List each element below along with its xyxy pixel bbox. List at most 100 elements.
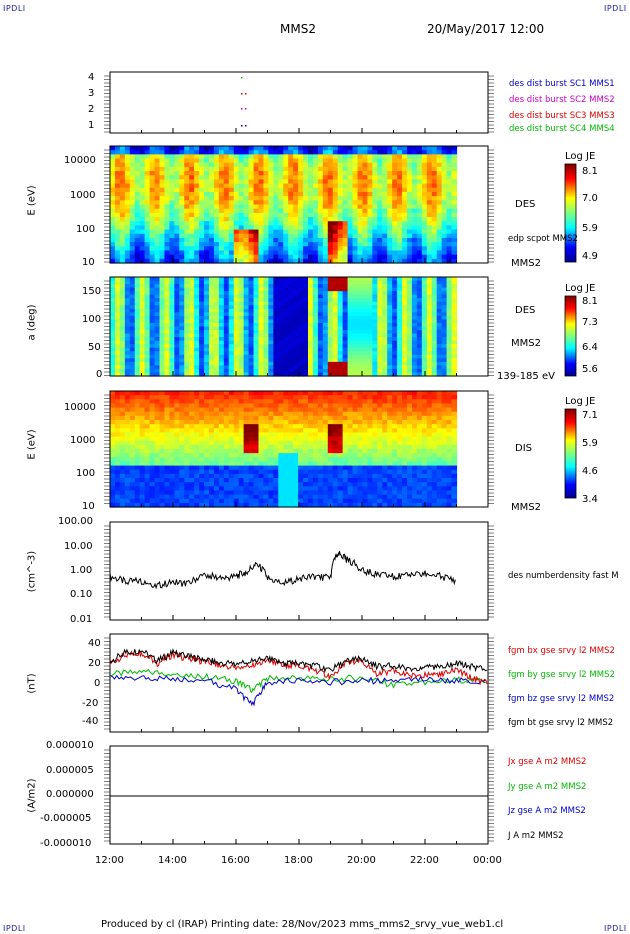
spectro-cell bbox=[258, 294, 265, 299]
spectro-cell bbox=[110, 337, 116, 342]
spectro-cell bbox=[407, 208, 413, 214]
spectro-cell bbox=[273, 368, 279, 374]
spectro-cell bbox=[416, 372, 423, 377]
spectro-cell bbox=[352, 204, 359, 210]
spectro-cell bbox=[223, 175, 230, 181]
spectro-cell bbox=[124, 337, 131, 342]
spectro-cell bbox=[317, 358, 324, 363]
spectro-cell bbox=[204, 428, 210, 434]
spectro-cell bbox=[179, 196, 185, 201]
spectro-cell bbox=[119, 154, 126, 160]
spectro-cell bbox=[337, 277, 344, 282]
spectro-cell bbox=[288, 204, 294, 210]
spectro-cell bbox=[139, 237, 146, 243]
spectro-cell bbox=[407, 291, 413, 296]
spectro-cell bbox=[174, 225, 180, 231]
spectro-cell bbox=[174, 432, 180, 438]
spectro-cell bbox=[164, 287, 170, 292]
spectro-cell bbox=[347, 158, 354, 164]
spectro-cell bbox=[218, 486, 225, 492]
spectro-cell bbox=[144, 217, 151, 222]
spectro-cell bbox=[258, 420, 265, 425]
spectro-cell bbox=[416, 258, 423, 264]
spectro-cell bbox=[258, 428, 265, 434]
spectro-cell bbox=[213, 399, 220, 405]
spectro-cell bbox=[367, 330, 373, 335]
spectro-cell bbox=[278, 294, 284, 299]
spectro-cell bbox=[199, 420, 205, 425]
spectro-cell bbox=[144, 154, 151, 160]
spectro-cell bbox=[431, 301, 438, 306]
spectro-cell bbox=[114, 403, 121, 409]
spectro-cell bbox=[228, 444, 235, 450]
spectro-cell bbox=[154, 330, 161, 335]
spectro-cell bbox=[124, 486, 131, 492]
spectro-cell bbox=[174, 246, 180, 252]
spectro-cell bbox=[342, 246, 349, 252]
spectro-cell bbox=[298, 319, 304, 324]
spectro-cell bbox=[248, 301, 255, 306]
spectro-cell bbox=[342, 298, 349, 303]
spectro-cell bbox=[228, 424, 235, 429]
spectro-cell bbox=[110, 494, 116, 500]
spectro-cell bbox=[446, 229, 453, 235]
spectro-cell bbox=[194, 166, 200, 172]
spectro-cell bbox=[238, 420, 245, 425]
spectro-cell bbox=[407, 250, 413, 256]
spectro-cell bbox=[288, 457, 294, 463]
spectro-cell bbox=[451, 333, 458, 338]
spectro-cell bbox=[397, 208, 403, 214]
spectro-cell bbox=[243, 424, 250, 429]
spectro-cell bbox=[169, 461, 175, 467]
spectro-cell bbox=[347, 233, 354, 239]
spectro-cell bbox=[139, 337, 146, 342]
spectro-cell bbox=[268, 305, 274, 310]
spectro-cell bbox=[124, 361, 131, 366]
spectro-cell bbox=[209, 258, 215, 264]
spectro-cell bbox=[199, 312, 205, 317]
spectro-cell bbox=[377, 196, 383, 201]
spectro-cell bbox=[114, 284, 121, 289]
spectro-cell bbox=[387, 315, 393, 321]
spectro-cell bbox=[411, 154, 418, 160]
spectro-cell bbox=[372, 365, 378, 370]
spectro-cell bbox=[213, 158, 220, 164]
spectro-cell bbox=[139, 150, 146, 155]
spectro-cell bbox=[362, 372, 368, 377]
spectro-cell bbox=[124, 204, 131, 210]
spectro-cell bbox=[194, 407, 200, 413]
spectro-cell bbox=[119, 407, 126, 413]
spectro-cell bbox=[397, 294, 403, 299]
spectro-cell bbox=[174, 291, 180, 296]
spectro-cell bbox=[352, 254, 359, 260]
spectro-cell bbox=[149, 411, 156, 417]
spectro-cell bbox=[223, 490, 230, 496]
spectro-cell bbox=[119, 175, 126, 181]
spectro-cell bbox=[199, 308, 205, 313]
spectro-cell bbox=[174, 461, 180, 467]
spectro-cell bbox=[218, 432, 225, 438]
spectro-cell bbox=[139, 358, 146, 363]
spectro-cell bbox=[119, 254, 126, 260]
spectro-cell bbox=[243, 229, 250, 235]
spectro-cell bbox=[263, 150, 269, 155]
spectro-cell bbox=[243, 415, 250, 421]
spectro-cell bbox=[179, 449, 185, 454]
spectro-cell bbox=[223, 162, 230, 168]
spectro-cell bbox=[248, 229, 255, 235]
spectro-cell bbox=[139, 298, 146, 303]
spectro-cell bbox=[169, 319, 175, 324]
spectro-cell bbox=[129, 326, 136, 331]
spectro-cell bbox=[436, 308, 443, 313]
spectro-cell bbox=[199, 294, 205, 299]
spectro-cell bbox=[209, 415, 215, 421]
spectro-cell bbox=[209, 365, 215, 370]
spectro-cell bbox=[218, 351, 225, 356]
spectro-cell bbox=[144, 315, 151, 321]
spectro-cell bbox=[169, 415, 175, 421]
spectro-cell bbox=[164, 308, 170, 313]
spectro-cell bbox=[416, 337, 423, 342]
spectro-cell bbox=[129, 399, 136, 405]
spectro-cell bbox=[392, 284, 398, 289]
spectro-cell bbox=[293, 344, 299, 349]
